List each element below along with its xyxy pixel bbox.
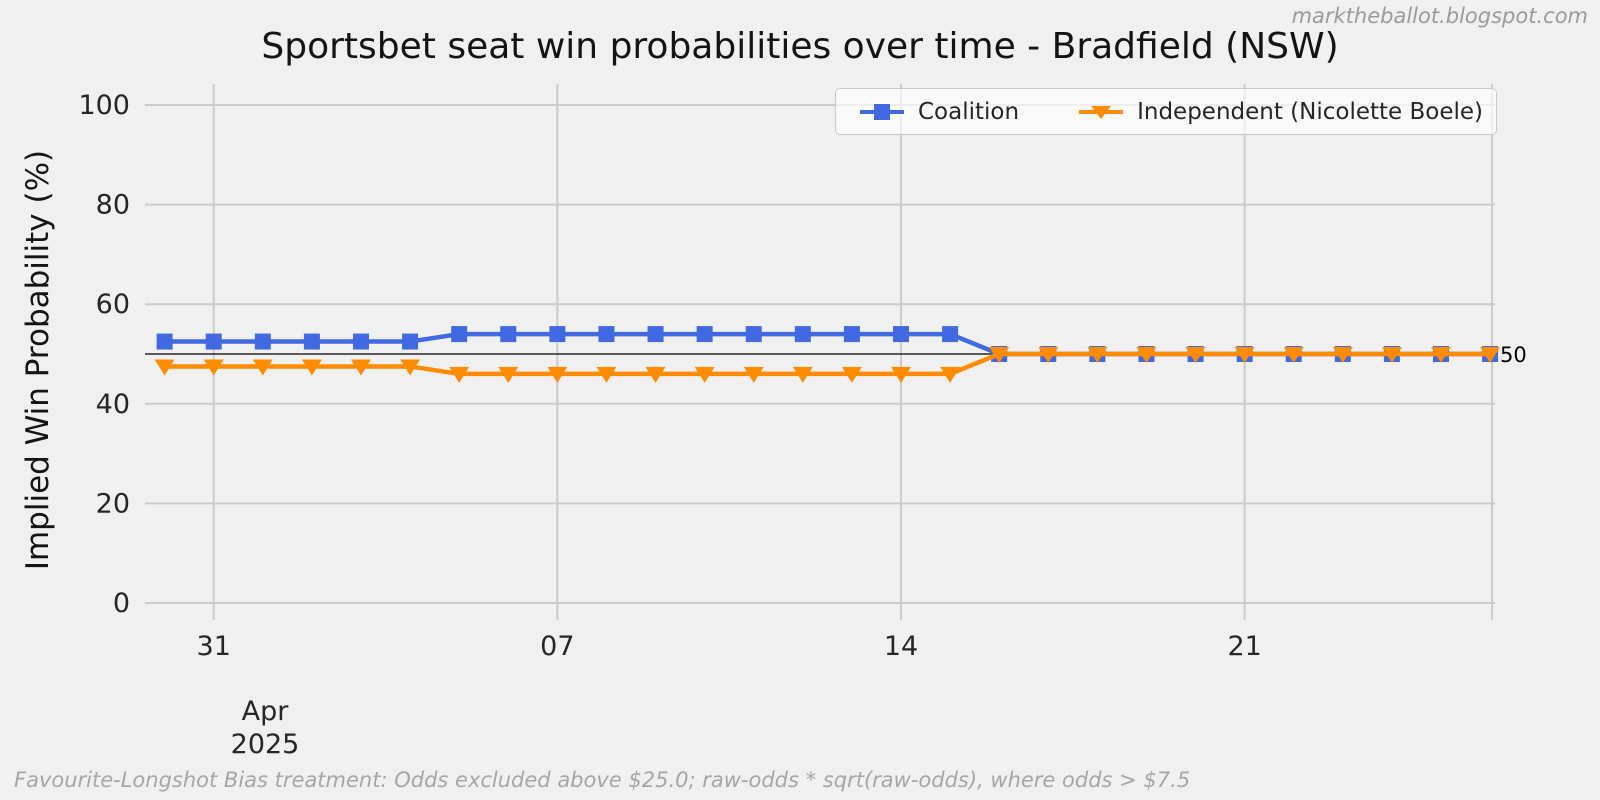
x-tick-label: 31 <box>197 631 231 662</box>
x-tick-label: 21 <box>1227 631 1261 662</box>
marker-square <box>843 326 860 343</box>
marker-triangle-down <box>154 359 175 376</box>
marker-triangle-down <box>596 366 617 383</box>
marker-triangle-down <box>1381 347 1402 363</box>
footnote: Favourite-Longshot Bias treatment: Odds … <box>14 768 1191 792</box>
x-month-label: Apr <box>242 696 290 727</box>
triangle-down-marker-icon <box>1079 105 1124 119</box>
marker-square <box>353 333 369 350</box>
y-tick-label: 20 <box>96 488 130 519</box>
marker-triangle-down <box>1185 347 1206 363</box>
marker-triangle-down <box>498 366 519 383</box>
y-tick-label: 60 <box>96 289 130 320</box>
marker-square <box>794 326 811 343</box>
legend: Coalition Independent (Nicolette Boele) <box>835 88 1497 135</box>
marker-square <box>696 326 713 343</box>
marker-square <box>893 326 909 343</box>
marker-triangle-down <box>1283 347 1304 363</box>
marker-triangle-down <box>449 366 470 383</box>
reference-line-label: 50 <box>1500 343 1527 367</box>
marker-triangle-down <box>989 347 1010 363</box>
marker-triangle-down <box>743 366 764 383</box>
marker-triangle-down <box>694 366 715 383</box>
marker-triangle-down <box>301 359 322 376</box>
legend-item-independent: Independent (Nicolette Boele) <box>1077 99 1483 125</box>
legend-label-coalition: Coalition <box>918 98 1020 125</box>
marker-triangle-down <box>1087 347 1108 363</box>
x-year-label: 2025 <box>231 729 300 760</box>
marker-square <box>942 326 959 343</box>
legend-item-coalition: Coalition <box>858 99 1019 125</box>
marker-triangle-down <box>203 359 224 376</box>
marker-triangle-down <box>252 359 273 376</box>
marker-square <box>500 326 517 343</box>
marker-triangle-down <box>547 366 568 383</box>
x-tick-label: 07 <box>540 631 574 662</box>
marker-triangle-down <box>940 366 961 383</box>
x-tick-label: 14 <box>884 631 918 662</box>
marker-triangle-down <box>1234 347 1255 363</box>
marker-triangle-down <box>1136 347 1157 363</box>
square-marker-icon <box>860 103 904 120</box>
marker-triangle-down <box>1431 347 1451 363</box>
marker-triangle-down <box>1480 347 1501 363</box>
chart-title: Sportsbet seat win probabilities over ti… <box>261 26 1339 67</box>
marker-triangle-down <box>891 366 911 383</box>
marker-square <box>205 333 222 350</box>
marker-square <box>745 326 762 343</box>
legend-label-independent: Independent (Nicolette Boele) <box>1137 98 1484 125</box>
marker-square <box>598 326 615 343</box>
marker-square <box>647 326 664 343</box>
y-tick-label: 100 <box>78 90 130 121</box>
marker-triangle-down <box>351 359 371 376</box>
series-line-triangle-down <box>164 351 1491 377</box>
marker-square <box>402 333 419 350</box>
marker-triangle-down <box>792 366 813 383</box>
marker-triangle-down <box>841 366 862 383</box>
marker-triangle-down <box>645 366 666 383</box>
marker-square <box>303 333 320 350</box>
marker-triangle-down <box>400 359 421 376</box>
y-tick-label: 0 <box>113 588 130 619</box>
marker-square <box>549 326 566 343</box>
y-tick-label: 40 <box>96 389 130 420</box>
marker-square <box>451 326 468 343</box>
watermark: marktheballot.blogspot.com <box>1291 4 1588 28</box>
y-tick-label: 80 <box>96 190 130 221</box>
marker-triangle-down <box>1038 347 1059 363</box>
marker-square <box>254 333 271 350</box>
marker-triangle-down <box>1332 347 1353 363</box>
marker-square <box>156 333 173 350</box>
